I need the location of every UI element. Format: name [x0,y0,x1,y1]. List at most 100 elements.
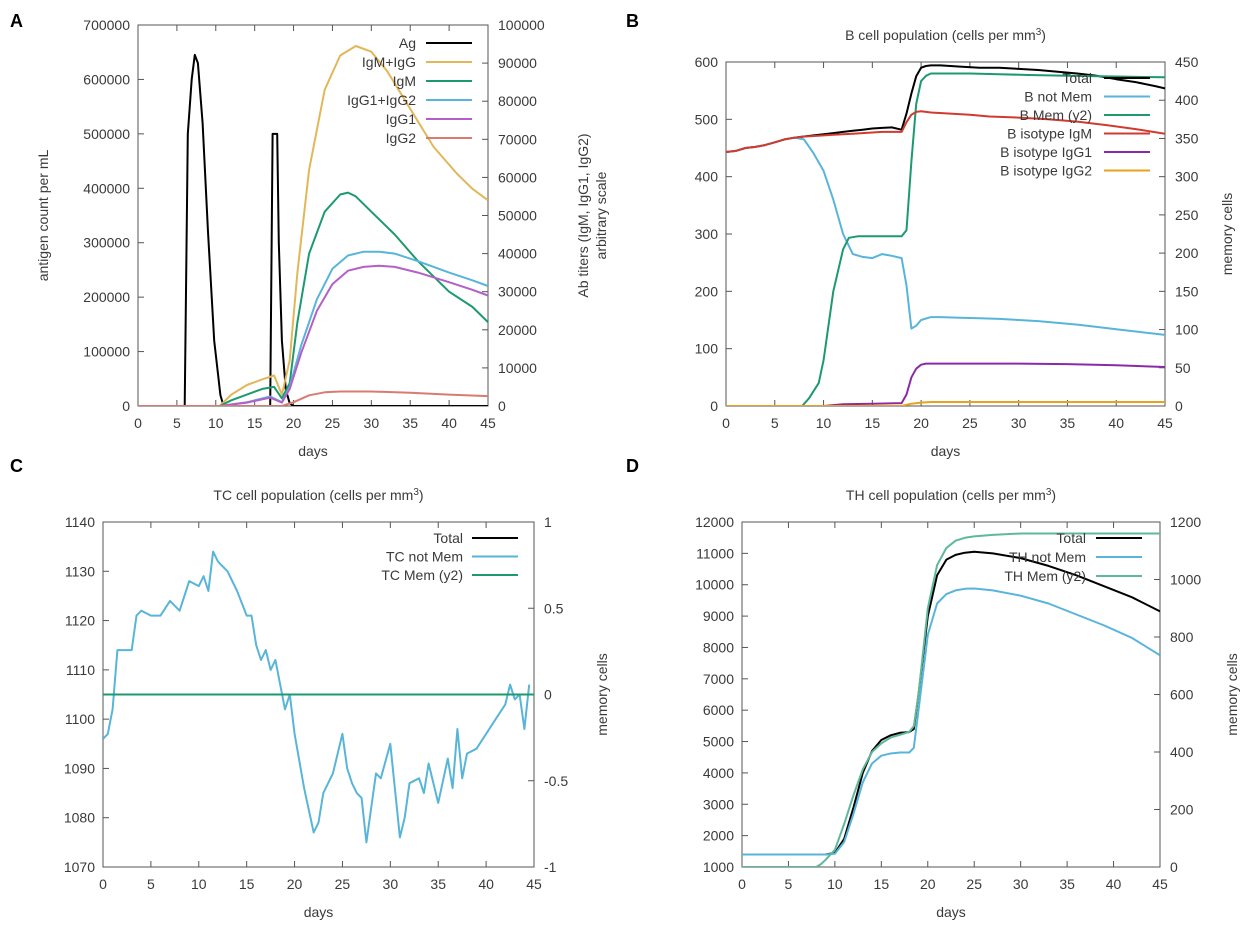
panel-d-ytick-label: 1000 [703,859,734,875]
panel-a-series-igg1-igg2 [138,250,488,406]
panel-a-y2tick-label: 60000 [498,169,537,185]
panel-b-series-group [726,64,1165,406]
panel-a-series-igm-igg [138,45,488,406]
panel-d-ytick-label: 12000 [695,514,734,530]
panel-b-x-axis-label: days [931,443,961,459]
panel-b-ytick-label: 500 [695,111,719,127]
panel-d-y2tick-label: 0 [1170,859,1178,875]
panel-a-xtick-label: 35 [402,415,418,431]
panel-b-ytick-label: 600 [695,54,719,70]
panel-c-series-tc-not-mem [103,550,531,844]
panel-a-xtick-label: 45 [480,415,496,431]
panel-a-legend-label-ag: Ag [399,35,416,51]
panel-b-y2tick-label: 250 [1175,207,1199,223]
panel-c-legend-label-total: Total [433,530,463,546]
panel-a-x-axis-label: days [298,443,328,459]
panel-b-ytick-label: 200 [695,283,719,299]
panel-c-y2tick-label: -1 [544,859,557,875]
panel-a-y2tick-label: 80000 [498,93,537,109]
panel-a-xtick-label: 20 [286,415,302,431]
panel-a-legend-label-igg1-igg2: IgG1+IgG2 [347,92,416,108]
panel-c-title: TC cell population (cells per mm3) [213,487,423,504]
panel-b-y2tick-label: 450 [1175,54,1199,70]
panel-a-series-igg2 [138,390,488,406]
panel-letter-d: D [626,456,639,476]
panel-a-legend-label-igm: IgM [393,73,416,89]
panel-c-xtick-label: 35 [430,876,446,892]
panel-d-y2tick-label: 600 [1170,687,1194,703]
panel-b-y2tick-label: 200 [1175,245,1199,261]
panel-b-legend-label-b-isotype-igg2: B isotype IgG2 [1000,163,1092,179]
panel-a-xtick-label: 10 [208,415,224,431]
panel-d-series-th-not-mem [742,587,1160,856]
panel-a-y2tick-label: 50000 [498,208,537,224]
panel-a-ytick-label: 400000 [83,180,130,196]
panel-d-ytick-label: 9000 [703,608,734,624]
panel-c-xtick-label: 25 [335,876,351,892]
panel-d-ytick-label: 5000 [703,734,734,750]
panel-a-ytick-label: 200000 [83,289,130,305]
panel-b-y2tick-label: 350 [1175,130,1199,146]
panel-b-series-b-isotype-igg1 [726,362,1165,406]
panel-b-ytick-label: 300 [695,226,719,242]
panel-d-ytick-label: 4000 [703,765,734,781]
panel-b-legend-label-b-mem-y2: B Mem (y2) [1020,107,1092,123]
panel-b-ytick-label: 100 [695,341,719,357]
panel-letter-b: B [626,11,639,31]
panel-b-y2-axis-label: memory cells [1219,193,1235,275]
panel-d-title: TH cell population (cells per mm3) [846,487,1056,504]
panel-c-ytick-label: 1140 [65,514,95,530]
panel-a-xtick-label: 40 [441,415,457,431]
panel-b-y2tick-label: 0 [1175,398,1183,414]
panel-d-y2tick-label: 800 [1170,629,1194,645]
panel-c-xtick-label: 40 [478,876,494,892]
panel-a-series-ag [138,53,488,406]
panel-d-xtick-label: 10 [827,876,843,892]
panel-a-y2-axis-label: arbitrary scale [593,171,609,259]
panel-c-series-group [103,550,534,844]
panel-c-xtick-label: 30 [383,876,399,892]
panel-b-legend-label-b-isotype-igm: B isotype IgM [1007,126,1092,142]
panel-d-xtick-label: 30 [1013,876,1029,892]
panel-b-ytick-label: 400 [695,169,719,185]
panel-c-ytick-label: 1070 [64,859,95,875]
panel-b-xtick-label: 45 [1157,415,1173,431]
panel-a-y2tick-label: 100000 [498,17,545,33]
panel-d-ytick-label: 8000 [703,639,734,655]
panel-d-legend-label-total: Total [1056,530,1086,546]
panel-b-y2tick-label: 150 [1175,283,1199,299]
panel-a-ytick-label: 300000 [83,235,130,251]
panel-a-chart: 0 5 10 15 20 25 30 35 40 450100000200000300000400… [35,17,609,459]
panel-d-y2tick-label: 400 [1170,744,1194,760]
panel-c-xtick-label: 10 [191,876,207,892]
panel-c-legend-label-tc-not-mem: TC not Mem [386,549,463,565]
panel-d-plot-frame [741,521,1161,868]
panel-b-series-b-mem-y2 [726,72,1165,406]
panel-b-ytick-label: 0 [710,398,718,414]
panel-d-xtick-label: 25 [966,876,982,892]
panel-c-x-axis-label: days [304,904,334,920]
panel-a-xtick-label: 15 [247,415,263,431]
panel-b-xtick-label: 25 [962,415,978,431]
panel-c-y2-axis-label: memory cells [594,653,610,735]
panel-b-xtick-label: 5 [771,415,779,431]
panel-d-ytick-label: 2000 [703,828,734,844]
panel-d-legend-label-th-mem-y2: TH Mem (y2) [1004,568,1086,584]
panel-a-y2tick-label: 0 [498,398,506,414]
panel-d-xtick-label: 15 [874,876,890,892]
panel-c-legend-label-tc-mem-y2: TC Mem (y2) [381,567,463,583]
panel-d-ytick-label: 11000 [696,545,734,561]
panel-a-series-igm [138,191,488,406]
panel-b-xtick-label: 30 [1011,415,1027,431]
panel-c-ytick-label: 1110 [66,662,95,678]
panel-a-y2tick-label: 30000 [498,284,537,300]
panel-c-ytick-label: 1080 [64,810,95,826]
panel-c-xtick-label: 45 [526,876,542,892]
panel-b-xtick-label: 15 [865,415,881,431]
panel-b-y2tick-label: 100 [1175,322,1199,338]
panel-d-xtick-label: 5 [785,876,793,892]
panel-a-series-igg1 [138,264,488,406]
panel-a-ytick-label: 700000 [83,17,130,33]
panel-b-series-b-not-mem [726,136,1165,336]
panel-b-title: B cell population (cells per mm3) [845,27,1046,44]
